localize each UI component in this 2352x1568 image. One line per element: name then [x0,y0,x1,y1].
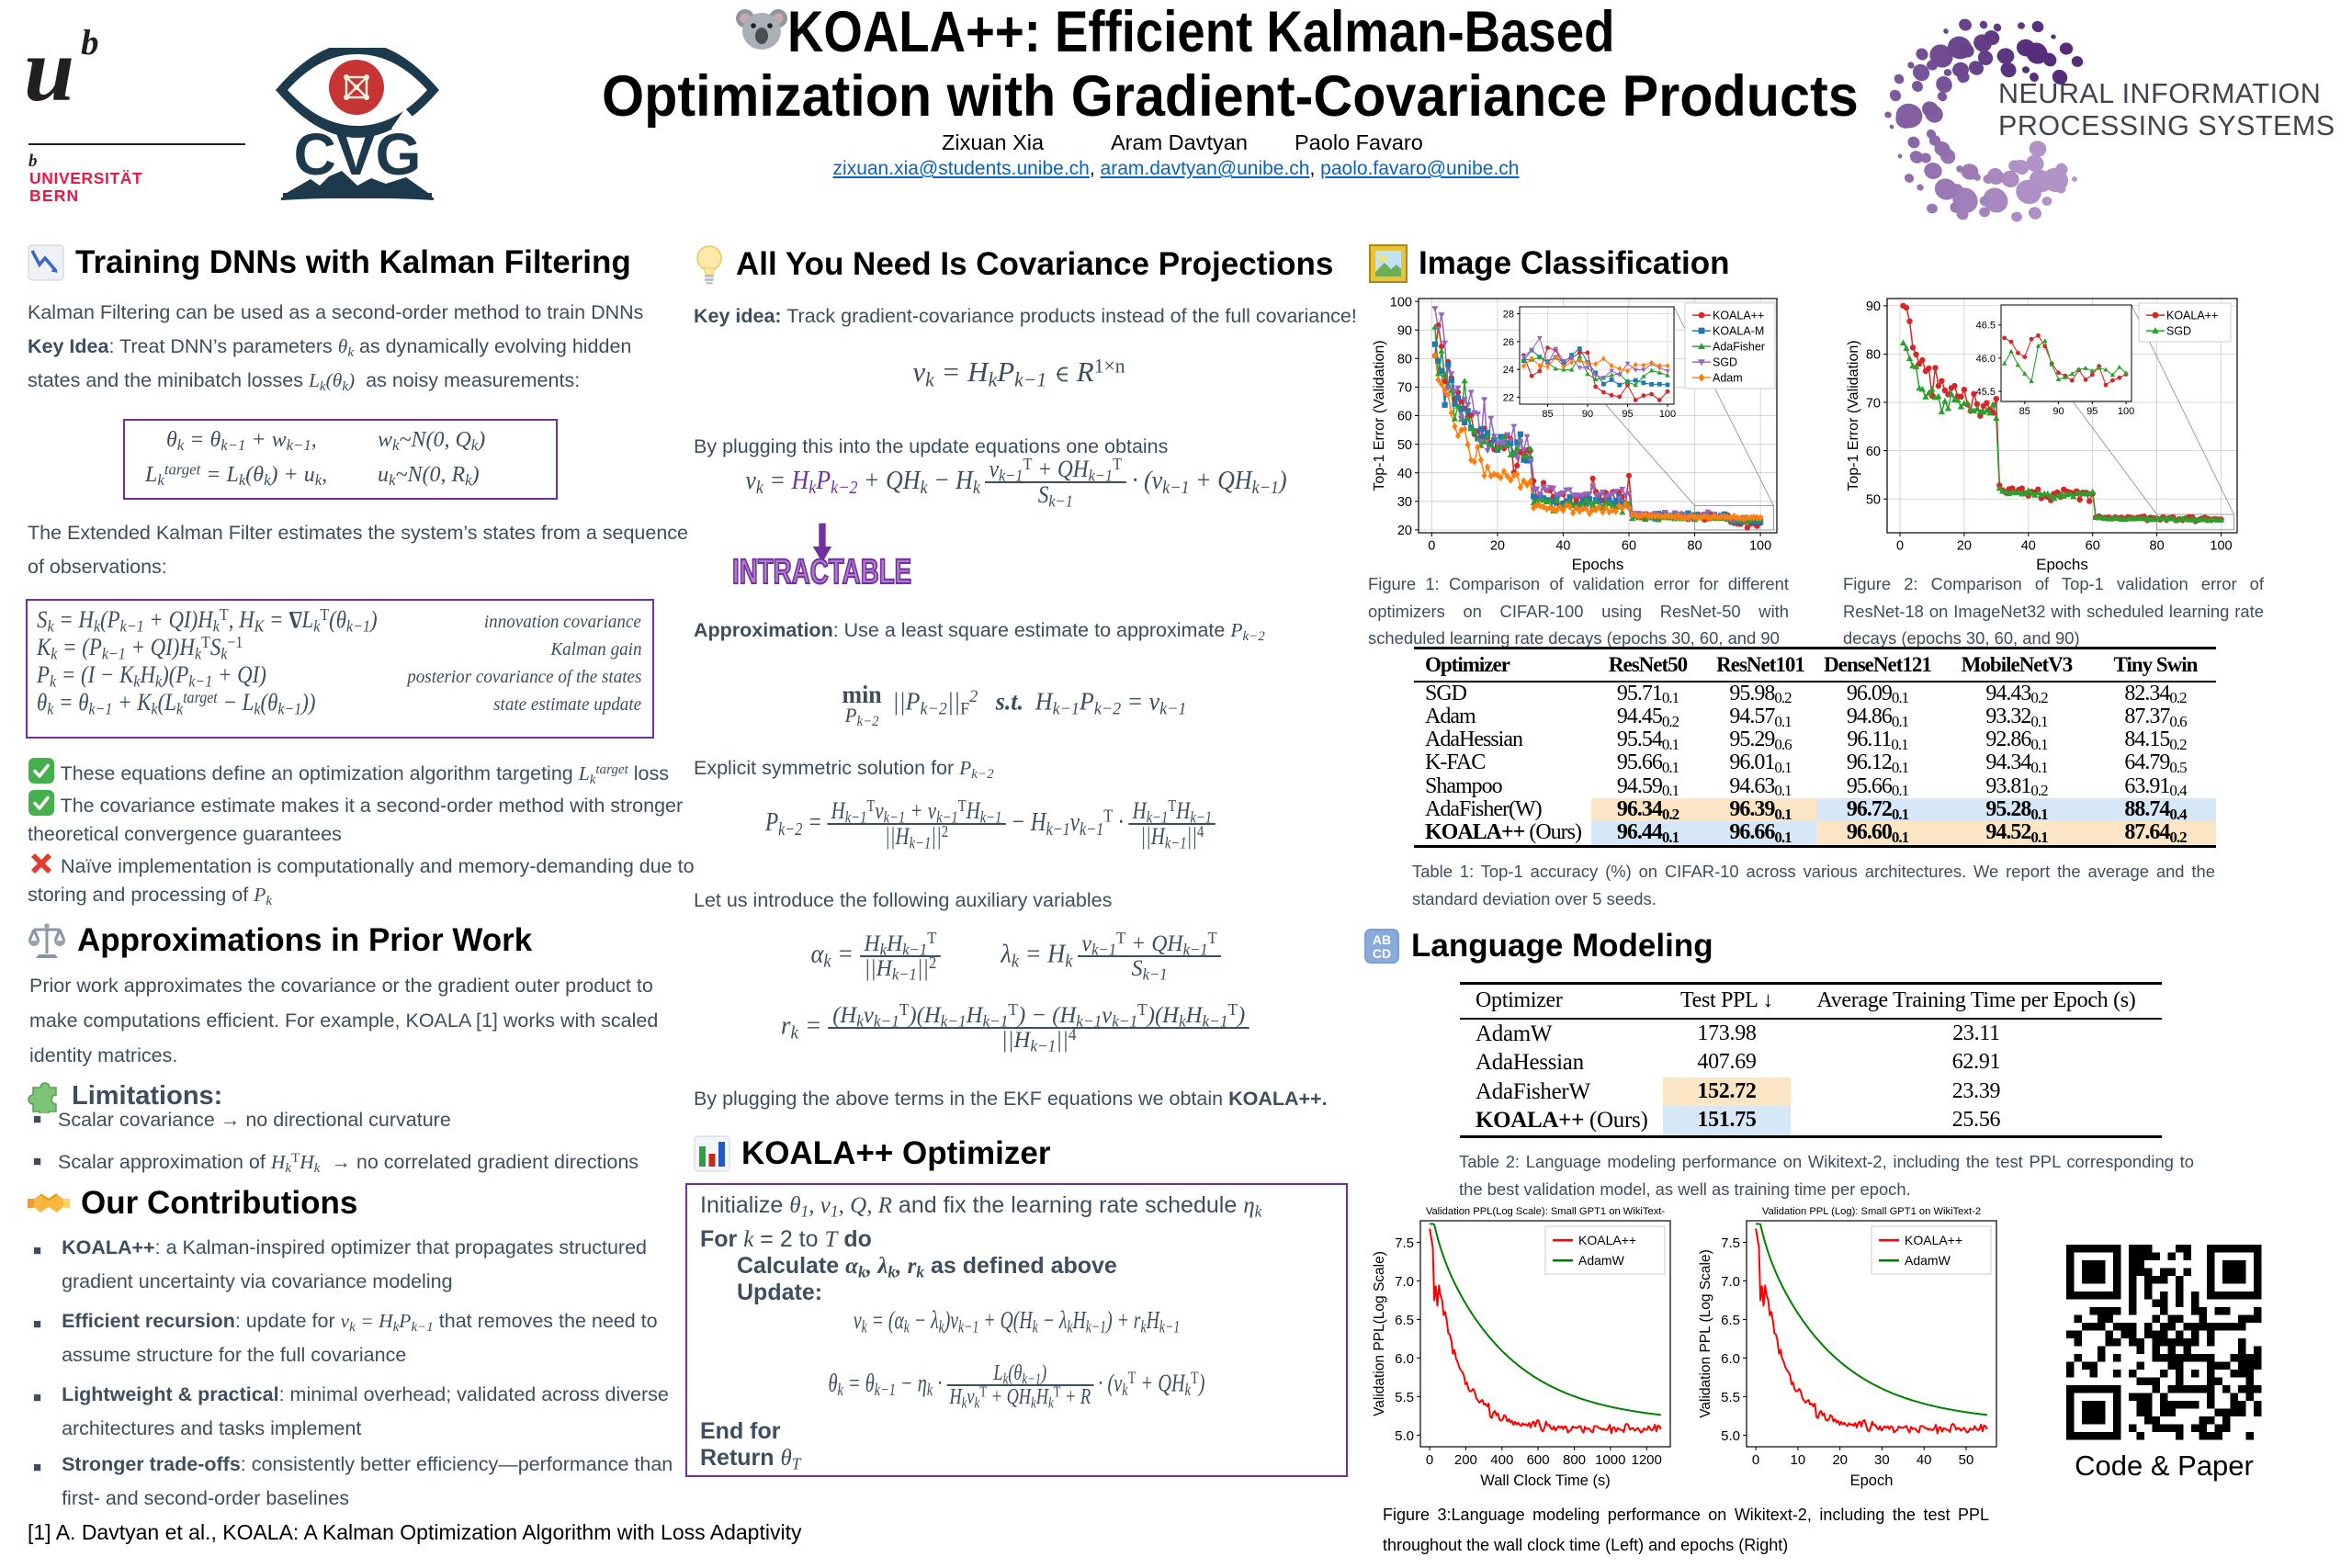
svg-text:30: 30 [1874,1452,1890,1468]
svg-text:85: 85 [1542,409,1553,420]
svg-text:KOALA++: KOALA++ [1905,1233,1962,1247]
svg-text:Adam: Adam [1713,372,1743,385]
svg-text:600: 600 [1527,1452,1550,1468]
svg-text:KOALA++: KOALA++ [1578,1233,1636,1247]
svg-text:20: 20 [1957,539,1972,554]
svg-text:PROCESSING SYSTEMS: PROCESSING SYSTEMS [1998,110,2335,141]
svg-text:20: 20 [1490,539,1505,554]
svg-text:NEURAL INFORMATION: NEURAL INFORMATION [1998,78,2321,109]
svg-text:95: 95 [2086,406,2098,417]
svg-text:CD: CD [1373,946,1391,961]
svg-text:20: 20 [1397,524,1412,538]
svg-text:50: 50 [1397,438,1412,453]
svg-text:100: 100 [1749,539,1771,554]
svg-text:80: 80 [1866,348,1881,363]
svg-text:6.5: 6.5 [1721,1313,1740,1328]
svg-text:0: 0 [1752,1452,1759,1468]
svg-text:7.0: 7.0 [1721,1274,1740,1290]
svg-text:200: 200 [1454,1452,1477,1468]
svg-text:400: 400 [1490,1452,1513,1468]
svg-text:7.5: 7.5 [1721,1235,1740,1251]
svg-text:20: 20 [1832,1452,1848,1468]
svg-text:800: 800 [1563,1452,1586,1468]
svg-text:Validation PPL(Log Scale): Validation PPL(Log Scale) [1372,1251,1387,1416]
svg-text:40: 40 [1397,467,1412,481]
svg-text:45.5: 45.5 [1976,387,1996,398]
svg-text:100: 100 [1659,409,1676,420]
svg-text:80: 80 [2150,539,2165,554]
svg-text:40: 40 [1917,1452,1932,1468]
svg-text:24: 24 [1503,365,1514,376]
svg-text:0: 0 [1896,539,1904,554]
svg-text:6.0: 6.0 [1395,1351,1414,1367]
svg-text:10: 10 [1791,1452,1806,1468]
svg-text:50: 50 [1959,1452,1974,1468]
svg-text:1000: 1000 [1595,1452,1625,1468]
svg-text:28: 28 [1503,310,1514,321]
svg-text:CVG: CVG [294,121,422,187]
svg-text:90: 90 [1397,323,1412,338]
svg-text:60: 60 [1866,445,1881,459]
svg-text:Epoch: Epoch [1850,1472,1894,1489]
svg-text:80: 80 [1397,353,1412,367]
svg-text:0: 0 [1428,539,1435,554]
svg-text:85: 85 [2019,406,2030,417]
svg-text:AdaFisher: AdaFisher [1713,341,1765,354]
svg-text:AdamW: AdamW [1905,1253,1951,1268]
svg-text:50: 50 [1866,492,1881,507]
svg-text:40: 40 [1555,539,1570,554]
svg-text:AB: AB [1373,932,1391,947]
svg-text:5.0: 5.0 [1395,1428,1414,1444]
svg-text:40: 40 [2021,539,2036,554]
svg-text:Validation PPL(Log Scale): Sma: Validation PPL(Log Scale): Small GPT1 on… [1426,1206,1666,1217]
svg-text:22: 22 [1503,392,1514,403]
svg-text:100: 100 [2210,539,2232,554]
svg-text:30: 30 [1397,495,1412,510]
svg-text:6.0: 6.0 [1721,1351,1740,1367]
svg-text:Validation PPL (Log): Small GP: Validation PPL (Log): Small GPT1 on Wiki… [1762,1206,1981,1217]
svg-text:90: 90 [1582,409,1593,420]
svg-text:5.5: 5.5 [1721,1390,1740,1405]
svg-text:60: 60 [2086,539,2100,554]
svg-text:Validation PPL (Log Scale): Validation PPL (Log Scale) [1698,1249,1713,1418]
svg-text:Epochs: Epochs [2036,556,2088,573]
svg-text:AdamW: AdamW [1578,1253,1625,1268]
svg-text:60: 60 [1397,410,1412,424]
svg-text:7.0: 7.0 [1395,1274,1414,1290]
svg-text:KOALA++: KOALA++ [2166,310,2218,322]
svg-text:Epochs: Epochs [1572,556,1624,573]
svg-text:5.0: 5.0 [1721,1428,1740,1444]
svg-text:46.0: 46.0 [1976,354,1996,365]
svg-text:SGD: SGD [2166,325,2191,338]
svg-text:1200: 1200 [1632,1452,1662,1468]
svg-text:95: 95 [1622,409,1633,420]
svg-text:5.5: 5.5 [1395,1390,1414,1405]
svg-text:Top-1 Error (Validation): Top-1 Error (Validation) [1846,340,1861,491]
svg-text:Wall Clock Time (s): Wall Clock Time (s) [1480,1472,1610,1489]
svg-text:6.5: 6.5 [1395,1313,1414,1328]
svg-text:7.5: 7.5 [1395,1235,1414,1251]
svg-text:46.5: 46.5 [1976,321,1996,332]
svg-text:90: 90 [2052,406,2064,417]
svg-text:SGD: SGD [1713,356,1737,369]
svg-text:KOALA-M: KOALA-M [1713,325,1764,338]
svg-text:90: 90 [1866,299,1881,314]
svg-text:80: 80 [1688,539,1702,554]
svg-text:KOALA++: KOALA++ [1713,310,1764,322]
svg-text:70: 70 [1866,396,1881,411]
svg-text:0: 0 [1426,1452,1433,1468]
svg-text:100: 100 [1390,295,1412,310]
svg-text:60: 60 [1622,539,1636,554]
svg-text:26: 26 [1503,337,1514,348]
svg-text:70: 70 [1397,381,1412,396]
svg-text:Top-1 Error (Validation): Top-1 Error (Validation) [1372,340,1387,491]
svg-text:100: 100 [2118,406,2134,417]
